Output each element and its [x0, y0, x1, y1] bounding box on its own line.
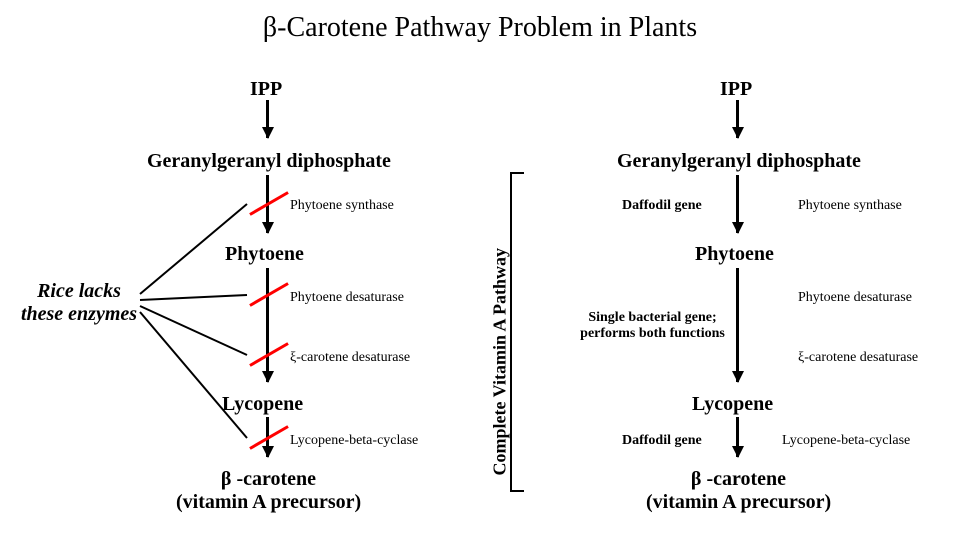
right-enzyme-2: Phytoene desaturase — [798, 290, 912, 306]
slash-icon — [249, 191, 289, 216]
arrow — [736, 268, 739, 382]
left-enzyme-3: ξ-carotene desaturase — [290, 350, 410, 366]
left-bcarotene: β -carotene (vitamin A precursor) — [176, 468, 361, 514]
left-enzyme-4: Lycopene-beta-cyclase — [290, 433, 418, 449]
left-lycopene: Lycopene — [222, 393, 303, 416]
complete-pathway-label: Complete Vitamin A Pathway — [490, 196, 511, 476]
bracket-icon — [510, 172, 524, 492]
right-gene-1: Daffodil gene — [622, 198, 702, 214]
right-gene-3: Daffodil gene — [622, 433, 702, 449]
right-bcarotene: β -carotene (vitamin A precursor) — [646, 468, 831, 514]
arrow — [736, 175, 739, 233]
page-title: β-Carotene Pathway Problem in Plants — [0, 12, 960, 44]
right-ggdp: Geranylgeranyl diphosphate — [617, 150, 861, 173]
right-gene-2: Single bacterial gene;performs both func… — [575, 310, 730, 342]
arrow — [736, 100, 739, 138]
right-lycopene: Lycopene — [692, 393, 773, 416]
slash-icon — [249, 342, 289, 367]
left-enzyme-2: Phytoene desaturase — [290, 290, 404, 306]
rice-lacks-note: Rice lacksthese enzymes — [14, 280, 144, 326]
right-ipp: IPP — [720, 78, 752, 101]
slash-icon — [249, 282, 289, 307]
right-enzyme-1: Phytoene synthase — [798, 198, 902, 214]
arrow — [266, 100, 269, 138]
left-enzyme-1: Phytoene synthase — [290, 198, 394, 214]
note-connector-icon — [0, 0, 480, 540]
right-enzyme-3: ξ-carotene desaturase — [798, 350, 918, 366]
left-phytoene: Phytoene — [225, 243, 304, 266]
arrow — [266, 268, 269, 382]
left-ggdp: Geranylgeranyl diphosphate — [147, 150, 391, 173]
arrow — [736, 417, 739, 457]
right-phytoene: Phytoene — [695, 243, 774, 266]
right-enzyme-4: Lycopene-beta-cyclase — [782, 433, 910, 449]
left-ipp: IPP — [250, 78, 282, 101]
